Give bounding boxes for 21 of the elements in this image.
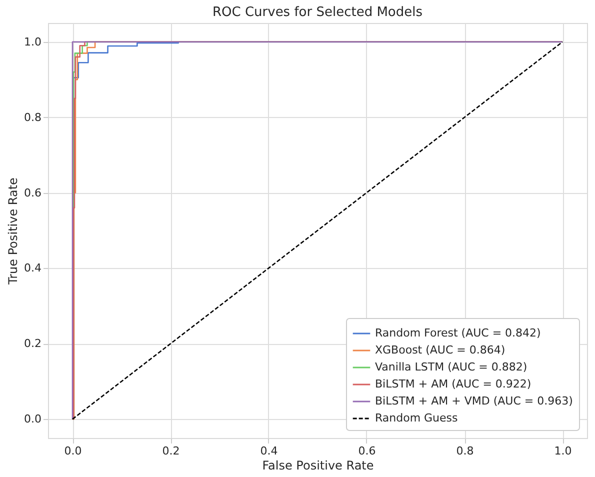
legend-label: BiLSTM + AM + VMD (AUC = 0.963) [375, 394, 573, 408]
x-tick-label: 0.0 [64, 444, 82, 458]
x-tick-label: 0.4 [260, 444, 278, 458]
y-tick-label: 0.0 [24, 412, 42, 426]
legend-label: Vanilla LSTM (AUC = 0.882) [375, 360, 528, 374]
x-tick-label: 1.0 [554, 444, 572, 458]
x-tick-label: 0.6 [358, 444, 376, 458]
chart-title: ROC Curves for Selected Models [212, 5, 423, 20]
y-tick-label: 0.4 [24, 262, 42, 275]
legend-label: BiLSTM + AM (AUC = 0.922) [375, 378, 532, 390]
legend-label: Random Guess [375, 412, 458, 424]
legend-label: Random Forest (AUC = 0.842) [375, 326, 541, 340]
y-tick-label: 0.6 [24, 186, 42, 200]
legend-label: XGBoost (AUC = 0.864) [375, 344, 506, 356]
y-tick-label: 0.2 [24, 337, 42, 350]
y-axis-title: True Positive Rate [6, 178, 20, 286]
y-tick-label: 0.8 [24, 110, 42, 124]
x-tick-label: 0.2 [162, 444, 180, 458]
x-axis-title: False Positive Rate [262, 458, 374, 472]
y-tick-label: 1.0 [24, 35, 42, 48]
x-tick-label: 0.8 [456, 444, 474, 458]
